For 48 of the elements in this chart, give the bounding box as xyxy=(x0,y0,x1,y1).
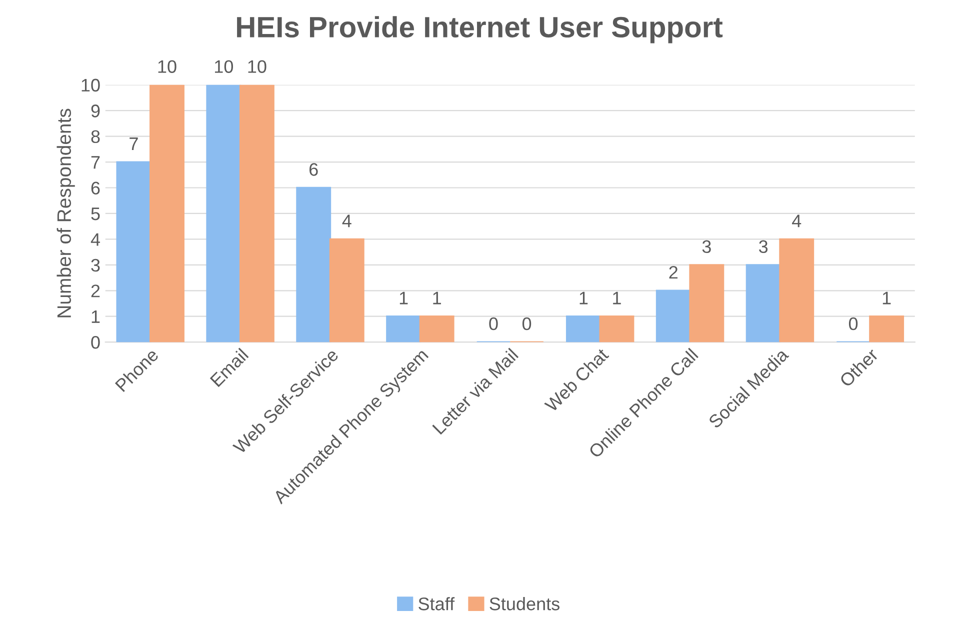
data-label: 1 xyxy=(400,292,408,304)
bar xyxy=(656,290,691,342)
y-tick-label: 9 xyxy=(91,104,100,118)
bar xyxy=(239,84,274,342)
y-tick-label: 1 xyxy=(92,310,100,323)
bar xyxy=(329,238,364,342)
data-label: 7 xyxy=(130,138,138,150)
data-label: 2 xyxy=(669,266,678,279)
chart-title: HEIs Provide Internet User Support xyxy=(237,16,723,44)
bar xyxy=(116,161,152,342)
y-tick-label: 8 xyxy=(91,130,100,144)
y-tick-label: 6 xyxy=(91,182,100,194)
bar xyxy=(599,316,634,342)
data-label: 1 xyxy=(580,292,588,304)
bar xyxy=(419,316,454,342)
data-label: 0 xyxy=(489,317,498,330)
y-axis-title: Number of Respondents xyxy=(56,108,75,318)
bar xyxy=(869,316,904,342)
legend-label: Staff xyxy=(418,597,455,610)
legend-label: Students xyxy=(490,597,560,610)
data-label: 4 xyxy=(792,214,802,228)
y-tick-label: 0 xyxy=(91,336,100,349)
bar xyxy=(386,316,422,342)
data-label: 6 xyxy=(310,163,318,176)
y-tick-label: 3 xyxy=(91,258,100,272)
y-tick-label: 5 xyxy=(91,208,100,220)
y-tick-label: 10 xyxy=(82,78,100,92)
data-label: 1 xyxy=(882,292,891,304)
y-tick-label: 4 xyxy=(90,233,100,246)
bar xyxy=(150,84,184,342)
y-tick-label: 7 xyxy=(91,156,100,169)
data-label: 0 xyxy=(848,317,858,330)
data-label: 10 xyxy=(248,60,266,73)
data-label: 10 xyxy=(158,60,176,73)
bar xyxy=(206,84,242,342)
bar xyxy=(296,186,332,342)
bar xyxy=(746,264,781,342)
bar xyxy=(566,316,601,342)
bar xyxy=(689,264,724,342)
bar xyxy=(779,238,814,342)
data-label: 1 xyxy=(433,292,441,304)
y-tick-label: 2 xyxy=(91,284,100,298)
data-label: 1 xyxy=(613,292,621,304)
data-label: 4 xyxy=(342,214,352,228)
data-label: 0 xyxy=(522,317,532,330)
data-label: 3 xyxy=(759,240,768,254)
data-label: 3 xyxy=(702,240,711,254)
data-label: 10 xyxy=(214,60,233,73)
